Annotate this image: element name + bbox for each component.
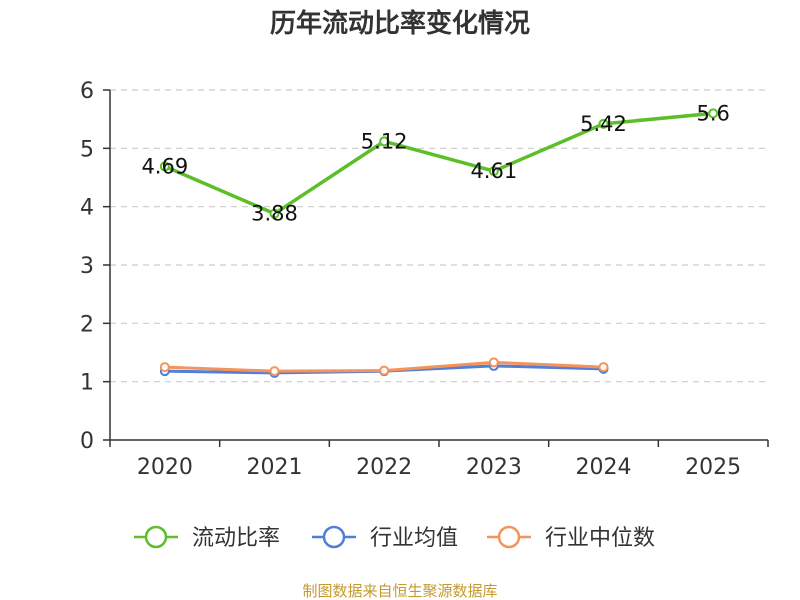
data-label: 4.61	[470, 159, 517, 183]
x-tick-label: 2024	[576, 455, 632, 480]
y-tick-label: 4	[80, 196, 94, 221]
data-labels: 4.69 3.88 5.12 4.61 5.42 5.6	[141, 101, 729, 225]
legend-marker	[322, 525, 346, 549]
legend[interactable]: 流动比率 行业均值 行业中位数	[134, 525, 655, 551]
data-point	[269, 208, 280, 219]
data-point	[379, 136, 390, 147]
y-tick-label: 6	[80, 79, 94, 104]
data-point	[598, 118, 609, 129]
y-tick-label: 3	[80, 254, 94, 279]
x-tick-label: 2025	[685, 455, 741, 480]
legend-item[interactable]: 行业中位数	[487, 525, 655, 551]
data-point	[708, 108, 719, 119]
y-tick-label: 1	[80, 371, 94, 396]
legend-item[interactable]: 流动比率	[134, 525, 280, 551]
data-point	[488, 357, 499, 368]
data-label: 5.12	[361, 129, 408, 153]
y-tick-label: 0	[80, 429, 94, 454]
legend-label: 行业中位数	[545, 526, 655, 551]
legend-marker	[497, 525, 521, 549]
data-label: 3.88	[251, 202, 298, 226]
data-point	[159, 362, 170, 373]
data-point	[269, 366, 280, 377]
data-label: 5.42	[580, 112, 627, 136]
series-lines	[163, 111, 715, 375]
y-tick-label: 5	[80, 137, 94, 162]
data-label: 4.69	[141, 154, 188, 178]
series-points	[159, 108, 719, 378]
x-tick-label: 2021	[247, 455, 303, 480]
data-label: 5.6	[696, 101, 729, 125]
grid-lines	[110, 89, 768, 383]
data-point	[488, 166, 499, 177]
legend-marker	[144, 525, 168, 549]
series-line-current-ratio	[163, 111, 715, 216]
data-point	[159, 161, 170, 172]
legend-label: 行业均值	[370, 526, 458, 551]
legend-item[interactable]: 行业均值	[312, 525, 458, 551]
legend-label: 流动比率	[192, 526, 280, 551]
chart-title: 历年流动比率变化情况	[270, 8, 530, 39]
x-tick-label: 2023	[466, 455, 522, 480]
source-note: 制图数据来自恒生聚源数据库	[302, 582, 497, 600]
data-point	[379, 365, 390, 376]
data-point	[598, 362, 609, 373]
y-tick-label: 2	[80, 312, 94, 337]
axes: 0 1 2 3 4 5 6 2020 2021 2022 2023 2024 2025	[80, 79, 769, 480]
x-tick-label: 2020	[137, 455, 193, 480]
x-tick-label: 2022	[356, 455, 412, 480]
